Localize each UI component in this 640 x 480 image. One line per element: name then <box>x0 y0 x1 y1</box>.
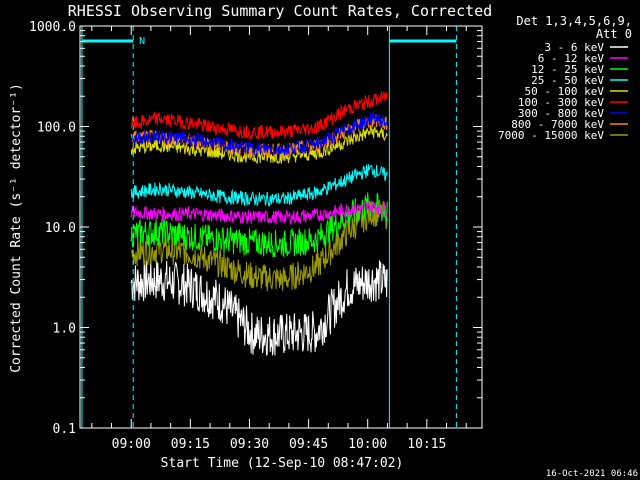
legend-label-5: 50 - 100 keV <box>525 85 605 98</box>
legend-label-9: 7000 - 15000 keV <box>498 129 604 142</box>
y-tick-label: 10.0 <box>45 221 76 236</box>
series-trace-5 <box>130 124 388 164</box>
night-marker-label: N <box>139 36 145 47</box>
y-axis-label: Corrected Count Rate (s⁻¹ detector⁻¹) <box>9 83 24 373</box>
chart-title: RHESSI Observing Summary Count Rates, Co… <box>68 2 492 20</box>
x-tick-label: 09:30 <box>230 437 269 452</box>
x-tick-label: 10:15 <box>407 437 446 452</box>
x-axis-label: Start Time (12-Sep-10 08:47:02) <box>161 456 404 471</box>
series-trace-7 <box>130 110 388 157</box>
series-trace-6 <box>130 91 388 141</box>
legend-label-8: 800 - 7000 keV <box>511 118 604 131</box>
x-tick-label: 10:00 <box>348 437 387 452</box>
footer-timestamp: 16-Oct-2021 06:46 <box>546 469 638 479</box>
legend-label-3: 12 - 25 keV <box>531 63 604 76</box>
legend-label-6: 100 - 300 keV <box>518 96 604 109</box>
y-tick-label: 1.0 <box>53 322 76 337</box>
legend-label-1: 3 - 6 keV <box>544 41 604 54</box>
y-tick-label: 1000.0 <box>29 20 76 35</box>
x-tick-label: 09:00 <box>112 437 151 452</box>
series-trace-3 <box>130 192 388 258</box>
legend-header-line-1: Det 1,3,4,5,6,9, <box>516 14 632 28</box>
legend-label-2: 6 - 12 keV <box>538 52 605 65</box>
series-trace-2 <box>130 200 388 226</box>
legend-header-line-2: Att 0 <box>596 27 632 41</box>
y-tick-label: 100.0 <box>37 121 76 136</box>
series-trace-4 <box>130 164 388 207</box>
x-tick-label: 09:45 <box>289 437 328 452</box>
series-trace-1 <box>130 258 388 356</box>
legend-label-4: 25 - 50 keV <box>531 74 604 87</box>
series-layer <box>130 91 388 356</box>
axes: 0.1 1.0 10.0 100.0 1000.0 09:00 09:15 09:30 09:4… <box>29 20 482 452</box>
x-tick-label: 09:15 <box>171 437 210 452</box>
legend-label-7: 300 - 800 keV <box>518 107 604 120</box>
y-tick-label: 0.1 <box>53 422 76 437</box>
